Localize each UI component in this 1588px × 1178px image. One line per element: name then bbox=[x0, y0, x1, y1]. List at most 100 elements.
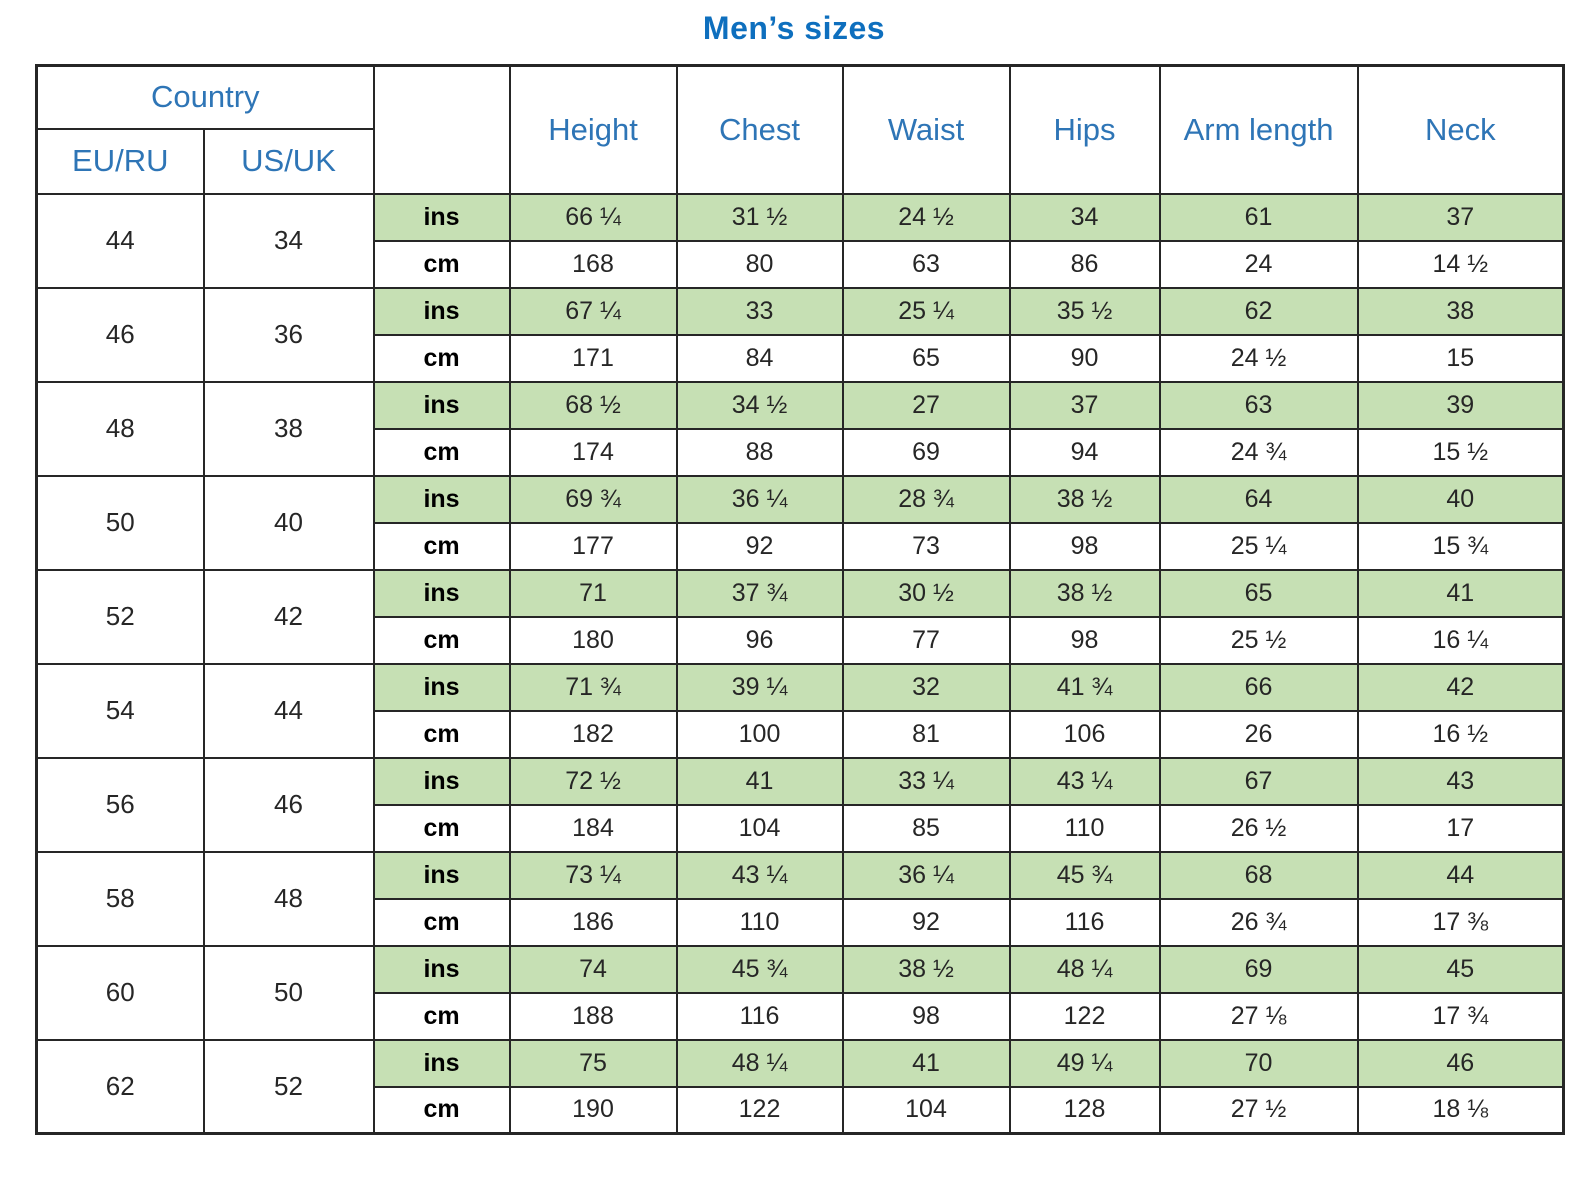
size-cell-us-uk: 42 bbox=[202, 568, 375, 665]
value-cell: 77 bbox=[841, 615, 1011, 665]
value-cell: 33 ¼ bbox=[841, 756, 1011, 806]
value-cell: 33 bbox=[675, 286, 844, 336]
value-cell: 14 ½ bbox=[1356, 239, 1565, 289]
value-cell: 16 ¼ bbox=[1356, 615, 1565, 665]
value-cell: 37 bbox=[1008, 380, 1161, 430]
table-row-ins: 60 50 ins 74 45 ¾ 38 ½ 48 ¼ 69 45 bbox=[35, 944, 1565, 1041]
header-arm-length: Arm length bbox=[1158, 64, 1359, 195]
value-cell: 69 bbox=[1158, 944, 1359, 994]
unit-cell-cm: cm bbox=[372, 803, 511, 853]
value-cell: 46 bbox=[1356, 1038, 1565, 1088]
value-cell: 63 bbox=[1158, 380, 1359, 430]
value-cell: 38 ½ bbox=[1008, 474, 1161, 524]
value-cell: 98 bbox=[1008, 615, 1161, 665]
size-cell-us-uk: 44 bbox=[202, 662, 375, 759]
value-cell: 25 ¼ bbox=[841, 286, 1011, 336]
unit-cell-ins: ins bbox=[372, 568, 511, 618]
value-cell: 24 ½ bbox=[841, 192, 1011, 242]
value-cell: 85 bbox=[841, 803, 1011, 853]
value-cell: 30 ½ bbox=[841, 568, 1011, 618]
value-cell: 88 bbox=[675, 427, 844, 477]
value-cell: 66 bbox=[1158, 662, 1359, 712]
value-cell: 94 bbox=[1008, 427, 1161, 477]
unit-cell-ins: ins bbox=[372, 662, 511, 712]
unit-cell-ins: ins bbox=[372, 286, 511, 336]
value-cell: 34 ½ bbox=[675, 380, 844, 430]
table-row-cm: cm 188 116 98 122 27 ⅛ 17 ¾ bbox=[37, 991, 1565, 1041]
table-row-cm: cm 174 88 69 94 24 ¾ 15 ½ bbox=[37, 427, 1565, 477]
size-cell-eu-ru: 60 bbox=[35, 944, 205, 1041]
table-row-cm: cm 184 104 85 110 26 ½ 17 bbox=[37, 803, 1565, 853]
value-cell: 38 ½ bbox=[1008, 568, 1161, 618]
mens-sizes-table: Country Height Chest Waist Hips Arm leng… bbox=[35, 64, 1566, 1135]
table-row-ins: 54 44 ins 71 ¾ 39 ¼ 32 41 ¾ 66 42 bbox=[35, 662, 1565, 759]
size-cell-us-uk: 50 bbox=[202, 944, 375, 1041]
value-cell: 43 ¼ bbox=[1008, 756, 1161, 806]
value-cell: 28 ¾ bbox=[841, 474, 1011, 524]
unit-cell-ins: ins bbox=[372, 192, 511, 242]
value-cell: 64 bbox=[1158, 474, 1359, 524]
table-row-cm: cm 171 84 65 90 24 ½ 15 bbox=[37, 333, 1565, 383]
value-cell: 18 ⅛ bbox=[1356, 1085, 1565, 1135]
table-row-ins: 58 48 ins 73 ¼ 43 ¼ 36 ¼ 45 ¾ 68 44 bbox=[35, 850, 1565, 947]
value-cell: 15 bbox=[1356, 333, 1565, 383]
value-cell: 110 bbox=[1008, 803, 1161, 853]
value-cell: 35 ½ bbox=[1008, 286, 1161, 336]
value-cell: 80 bbox=[675, 239, 844, 289]
table-row-cm: cm 168 80 63 86 24 14 ½ bbox=[37, 239, 1565, 289]
value-cell: 24 ½ bbox=[1158, 333, 1359, 383]
value-cell: 74 bbox=[508, 944, 678, 994]
table-row-cm: cm 182 100 81 106 26 16 ½ bbox=[37, 709, 1565, 759]
value-cell: 24 bbox=[1158, 239, 1359, 289]
value-cell: 31 ½ bbox=[675, 192, 844, 242]
value-cell: 174 bbox=[508, 427, 678, 477]
value-cell: 92 bbox=[675, 521, 844, 571]
size-cell-eu-ru: 56 bbox=[35, 756, 205, 853]
value-cell: 71 bbox=[508, 568, 678, 618]
value-cell: 26 ½ bbox=[1158, 803, 1359, 853]
value-cell: 39 bbox=[1356, 380, 1565, 430]
value-cell: 38 ½ bbox=[841, 944, 1011, 994]
value-cell: 49 ¼ bbox=[1008, 1038, 1161, 1088]
value-cell: 171 bbox=[508, 333, 678, 383]
value-cell: 184 bbox=[508, 803, 678, 853]
value-cell: 66 ¼ bbox=[508, 192, 678, 242]
value-cell: 65 bbox=[1158, 568, 1359, 618]
value-cell: 41 bbox=[1356, 568, 1565, 618]
value-cell: 71 ¾ bbox=[508, 662, 678, 712]
value-cell: 90 bbox=[1008, 333, 1161, 383]
value-cell: 27 ⅛ bbox=[1158, 991, 1359, 1041]
value-cell: 75 bbox=[508, 1038, 678, 1088]
value-cell: 190 bbox=[508, 1085, 678, 1135]
header-waist: Waist bbox=[841, 64, 1011, 195]
value-cell: 122 bbox=[1008, 991, 1161, 1041]
value-cell: 45 ¾ bbox=[675, 944, 844, 994]
header-us-uk: US/UK bbox=[202, 127, 375, 195]
value-cell: 116 bbox=[675, 991, 844, 1041]
unit-cell-ins: ins bbox=[372, 380, 511, 430]
unit-cell-ins: ins bbox=[372, 944, 511, 994]
value-cell: 81 bbox=[841, 709, 1011, 759]
value-cell: 177 bbox=[508, 521, 678, 571]
table-row-ins: 46 36 ins 67 ¼ 33 25 ¼ 35 ½ 62 38 bbox=[35, 286, 1565, 383]
value-cell: 39 ¼ bbox=[675, 662, 844, 712]
unit-cell-cm: cm bbox=[372, 239, 511, 289]
value-cell: 116 bbox=[1008, 897, 1161, 947]
page-title: Men’s sizes bbox=[702, 10, 886, 46]
value-cell: 69 bbox=[841, 427, 1011, 477]
unit-cell-cm: cm bbox=[372, 1085, 511, 1135]
value-cell: 41 bbox=[841, 1038, 1011, 1088]
unit-cell-cm: cm bbox=[372, 615, 511, 665]
table-row-ins: 52 42 ins 71 37 ¾ 30 ½ 38 ½ 65 41 bbox=[35, 568, 1565, 665]
value-cell: 70 bbox=[1158, 1038, 1359, 1088]
value-cell: 63 bbox=[841, 239, 1011, 289]
value-cell: 40 bbox=[1356, 474, 1565, 524]
header-unit-blank bbox=[372, 64, 511, 195]
value-cell: 67 ¼ bbox=[508, 286, 678, 336]
value-cell: 25 ½ bbox=[1158, 615, 1359, 665]
value-cell: 122 bbox=[675, 1085, 844, 1135]
value-cell: 168 bbox=[508, 239, 678, 289]
size-cell-eu-ru: 50 bbox=[35, 474, 205, 571]
value-cell: 48 ¼ bbox=[1008, 944, 1161, 994]
unit-cell-cm: cm bbox=[372, 333, 511, 383]
